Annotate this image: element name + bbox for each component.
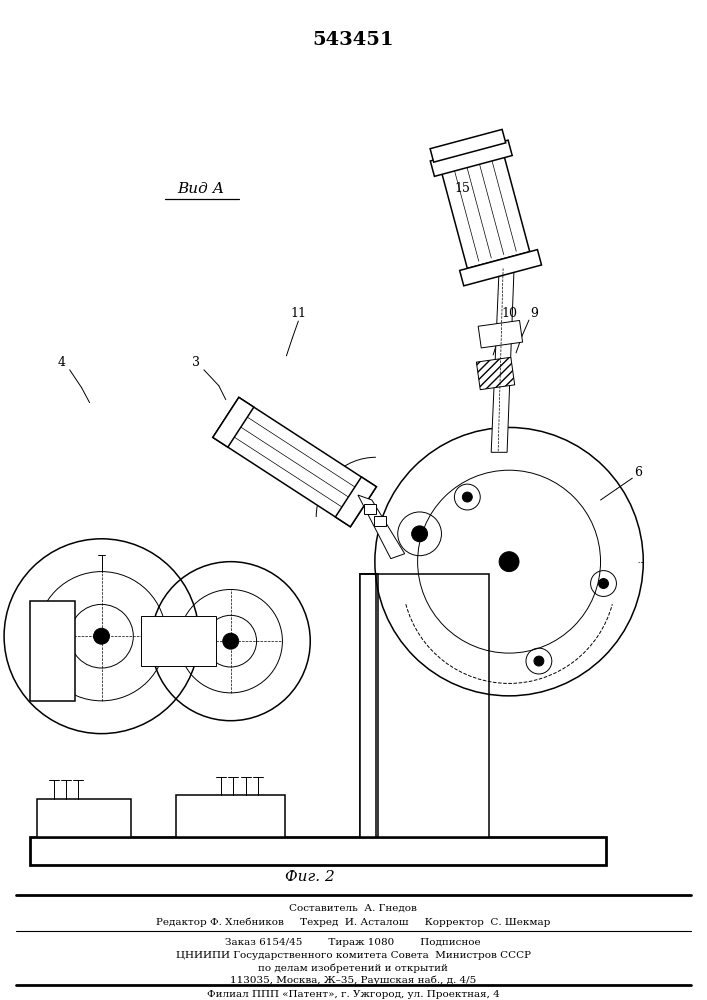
Text: 543451: 543451 — [312, 31, 394, 49]
Bar — [30, 601, 75, 701]
Bar — [213, 397, 254, 447]
Bar — [478, 320, 522, 348]
Bar — [431, 140, 512, 176]
Circle shape — [462, 492, 472, 502]
Circle shape — [93, 628, 110, 644]
Bar — [37, 799, 132, 837]
Text: 15: 15 — [455, 182, 470, 195]
Circle shape — [534, 656, 544, 666]
Text: Составитель  А. Гнедов: Составитель А. Гнедов — [289, 904, 417, 913]
Text: по делам изобретений и открытий: по делам изобретений и открытий — [258, 963, 448, 973]
Circle shape — [223, 633, 239, 649]
Bar — [360, 574, 489, 837]
Bar — [460, 250, 542, 286]
Bar — [360, 574, 378, 837]
Text: 6: 6 — [634, 466, 642, 479]
Text: Фиг. 2: Фиг. 2 — [286, 870, 335, 884]
Bar — [176, 795, 286, 837]
Bar — [440, 151, 530, 268]
Text: 4: 4 — [58, 356, 66, 369]
Polygon shape — [358, 495, 404, 559]
Bar — [141, 616, 216, 666]
Circle shape — [599, 579, 609, 588]
Text: 10: 10 — [501, 307, 517, 320]
Text: 3: 3 — [192, 356, 200, 369]
Text: Заказ 6154/45        Тираж 1080        Подписное: Заказ 6154/45 Тираж 1080 Подписное — [226, 938, 481, 947]
Bar — [477, 357, 515, 390]
Polygon shape — [491, 268, 514, 452]
Bar — [374, 516, 386, 526]
Bar — [30, 837, 607, 865]
Text: Вид А: Вид А — [177, 182, 224, 196]
FancyBboxPatch shape — [213, 397, 376, 527]
Circle shape — [499, 552, 519, 572]
Text: 11: 11 — [291, 307, 306, 320]
Text: 113035, Москва, Ж–35, Раушская наб., д. 4/5: 113035, Москва, Ж–35, Раушская наб., д. … — [230, 975, 476, 985]
Text: Филиал ППП «Патент», г. Ужгород, ул. Проектная, 4: Филиал ППП «Патент», г. Ужгород, ул. Про… — [206, 990, 499, 999]
Text: 9: 9 — [530, 307, 538, 320]
Text: Редактор Ф. Хлебников     Техред  И. Асталош     Корректор  С. Шекмар: Редактор Ф. Хлебников Техред И. Асталош … — [156, 918, 550, 927]
Bar — [335, 477, 376, 527]
Bar — [364, 504, 376, 514]
Text: ЦНИИПИ Государственного комитета Совета  Министров СССР: ЦНИИПИ Государственного комитета Совета … — [175, 951, 530, 960]
Bar — [430, 129, 506, 162]
Circle shape — [411, 526, 428, 542]
